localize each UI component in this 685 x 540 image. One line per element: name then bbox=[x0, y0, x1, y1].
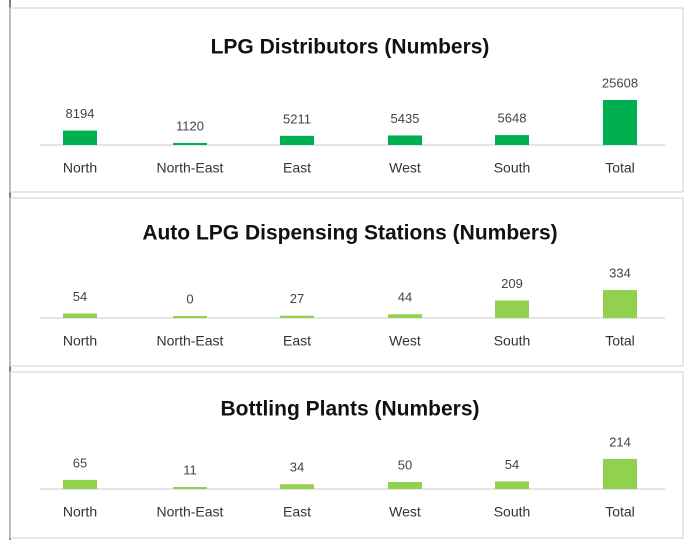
data-label: 11 bbox=[183, 462, 197, 477]
x-tick-label: West bbox=[389, 160, 421, 176]
x-tick-label: Total bbox=[605, 504, 635, 520]
bar bbox=[63, 313, 97, 318]
data-label: 5648 bbox=[498, 111, 527, 126]
x-tick-label: North bbox=[63, 504, 97, 520]
x-tick-label: South bbox=[494, 333, 531, 349]
bar bbox=[603, 290, 637, 318]
data-label: 5211 bbox=[283, 111, 311, 126]
bar bbox=[280, 484, 314, 489]
x-tick-label: North bbox=[63, 333, 97, 349]
data-label: 209 bbox=[501, 276, 523, 291]
panel bbox=[9, 7, 684, 193]
panel bbox=[9, 371, 684, 539]
bar bbox=[173, 316, 207, 318]
x-tick-label: East bbox=[283, 160, 311, 176]
data-label: 65 bbox=[73, 455, 87, 470]
bar bbox=[63, 130, 97, 145]
bar bbox=[280, 315, 314, 318]
x-tick-label: North-East bbox=[157, 504, 224, 520]
bar bbox=[388, 314, 422, 318]
bar bbox=[63, 479, 97, 489]
data-label: 27 bbox=[290, 291, 304, 306]
data-label: 1120 bbox=[176, 118, 204, 133]
bar bbox=[495, 481, 529, 489]
data-label: 50 bbox=[398, 457, 412, 472]
bar bbox=[603, 459, 637, 489]
x-tick-label: North-East bbox=[157, 333, 224, 349]
data-label: 54 bbox=[505, 457, 519, 472]
chart-title: Auto LPG Dispensing Stations (Numbers) bbox=[142, 222, 557, 245]
x-tick-label: West bbox=[389, 504, 421, 520]
bar bbox=[280, 135, 314, 145]
chart-title: Bottling Plants (Numbers) bbox=[220, 398, 479, 421]
x-tick-label: North bbox=[63, 160, 97, 176]
data-label: 44 bbox=[398, 290, 412, 305]
data-label: 334 bbox=[609, 265, 631, 280]
bar bbox=[495, 135, 529, 145]
bar bbox=[388, 481, 422, 489]
data-label: 0 bbox=[186, 291, 193, 306]
x-tick-label: West bbox=[389, 333, 421, 349]
bar bbox=[495, 300, 529, 318]
chart-title: LPG Distributors (Numbers) bbox=[211, 36, 490, 59]
x-tick-label: South bbox=[494, 504, 531, 520]
x-tick-label: Total bbox=[605, 160, 635, 176]
panel bbox=[9, 197, 684, 367]
data-label: 34 bbox=[290, 460, 304, 475]
x-tick-label: North-East bbox=[157, 160, 224, 176]
data-label: 25608 bbox=[602, 75, 638, 90]
data-label: 5435 bbox=[391, 111, 420, 126]
x-tick-label: South bbox=[494, 160, 531, 176]
bar bbox=[603, 100, 637, 145]
data-label: 54 bbox=[73, 289, 87, 304]
x-tick-label: East bbox=[283, 333, 311, 349]
bar bbox=[173, 487, 207, 489]
data-label: 214 bbox=[609, 434, 631, 449]
x-tick-label: Total bbox=[605, 333, 635, 349]
x-tick-label: East bbox=[283, 504, 311, 520]
bar bbox=[173, 143, 207, 145]
bar bbox=[388, 135, 422, 145]
data-label: 8194 bbox=[66, 106, 95, 121]
